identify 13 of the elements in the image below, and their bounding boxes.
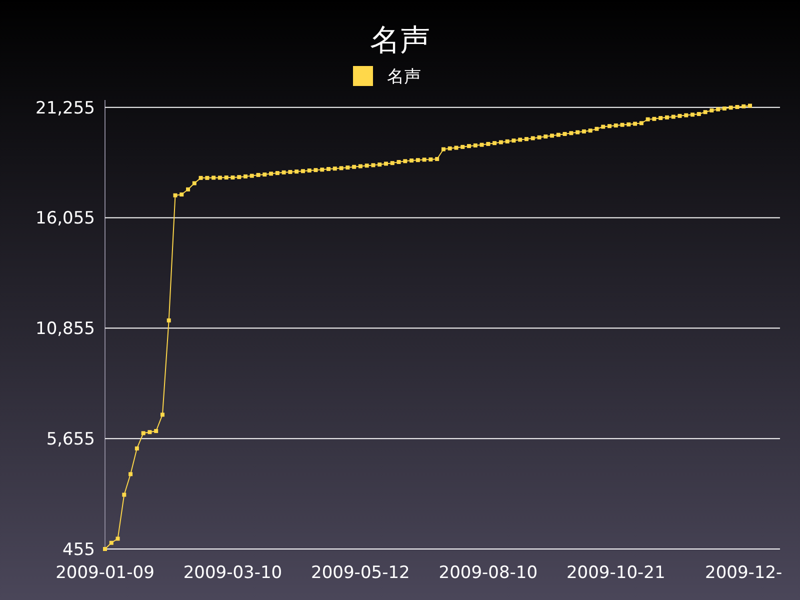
y-tick-label: 16,055 [36,208,95,229]
chart-title: 名声 [370,23,430,58]
x-tick-label: 2009-10-21 [566,563,666,583]
y-tick-label: 455 [62,540,95,560]
legend-label: 名声 [387,67,421,87]
y-tick-label: 10,855 [36,319,95,340]
x-tick-label: 2009-03-10 [183,563,282,583]
x-tick-label: 2009-08-10 [438,563,538,583]
x-tick-label: 2009-12- [705,563,782,583]
x-tick-label: 2009-05-12 [311,563,410,583]
y-tick-label: 5,655 [46,430,95,450]
x-tick-label: 2009-01-09 [56,563,154,583]
y-tick-label: 21,255 [36,98,95,118]
